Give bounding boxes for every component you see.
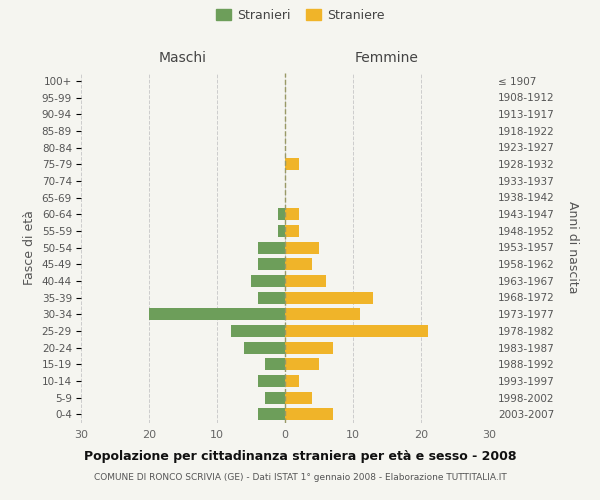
Bar [278, 208, 285, 220]
Bar [265, 392, 285, 404]
Y-axis label: Fasce di età: Fasce di età [23, 210, 36, 285]
Bar [285, 358, 319, 370]
Bar [285, 258, 312, 270]
Text: Femmine: Femmine [355, 52, 419, 66]
Legend: Stranieri, Straniere: Stranieri, Straniere [216, 8, 384, 22]
Text: COMUNE DI RONCO SCRIVIA (GE) - Dati ISTAT 1° gennaio 2008 - Elaborazione TUTTITA: COMUNE DI RONCO SCRIVIA (GE) - Dati ISTA… [94, 472, 506, 482]
Bar [265, 358, 285, 370]
Bar [258, 258, 285, 270]
Bar [285, 242, 319, 254]
Bar [258, 375, 285, 387]
Bar [285, 208, 299, 220]
Bar [258, 408, 285, 420]
Bar [285, 308, 360, 320]
Bar [149, 308, 285, 320]
Bar [285, 392, 312, 404]
Bar [258, 292, 285, 304]
Bar [285, 375, 299, 387]
Text: Popolazione per cittadinanza straniera per età e sesso - 2008: Popolazione per cittadinanza straniera p… [84, 450, 516, 463]
Y-axis label: Anni di nascita: Anni di nascita [566, 201, 579, 294]
Bar [258, 242, 285, 254]
Bar [285, 158, 299, 170]
Bar [244, 342, 285, 353]
Bar [251, 275, 285, 287]
Bar [285, 225, 299, 237]
Bar [285, 275, 326, 287]
Bar [285, 342, 332, 353]
Bar [230, 325, 285, 337]
Bar [285, 292, 373, 304]
Bar [285, 325, 428, 337]
Text: Maschi: Maschi [159, 52, 207, 66]
Bar [285, 408, 332, 420]
Bar [278, 225, 285, 237]
